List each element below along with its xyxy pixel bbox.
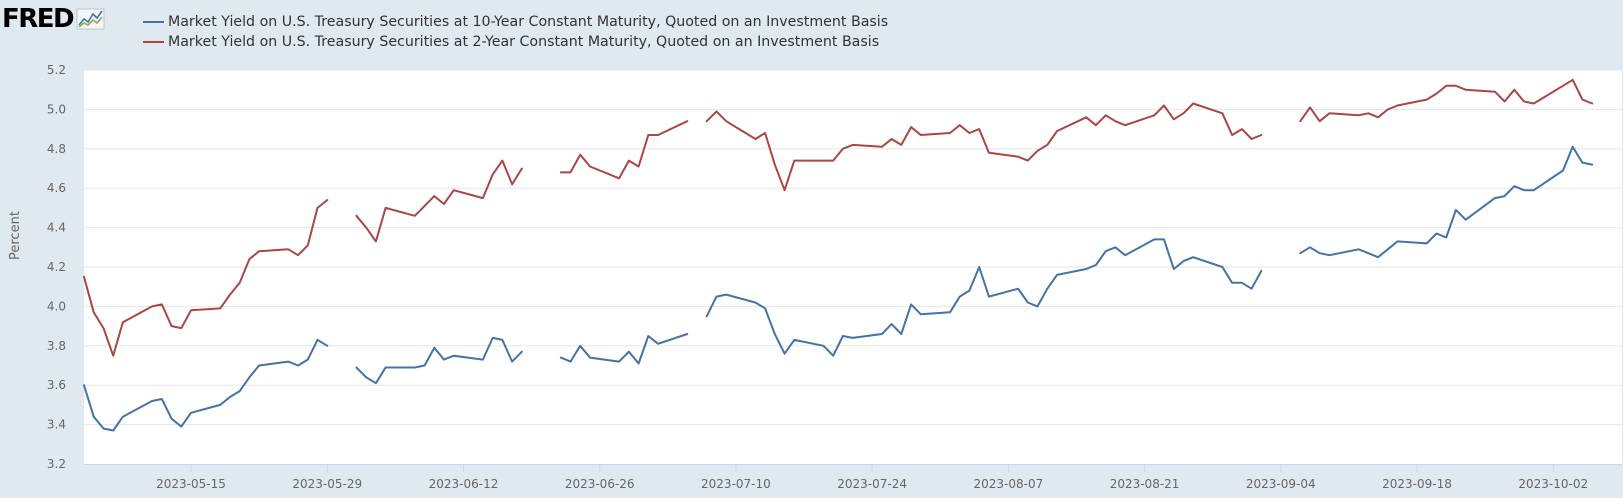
legend-swatch-2y	[143, 41, 164, 43]
series-line-10y[interactable]	[83, 145, 1594, 432]
y-tick-label: 3.8	[47, 339, 66, 353]
y-tick-label: 5.0	[47, 102, 66, 116]
legend-label-2y: Market Yield on U.S. Treasury Securities…	[168, 34, 880, 50]
legend-label-10y: Market Yield on U.S. Treasury Securities…	[168, 14, 889, 30]
x-tick-label: 2023-07-24	[837, 477, 907, 491]
legend-swatch-10y	[143, 21, 164, 23]
y-tick-label: 3.6	[47, 378, 66, 392]
x-tick-label: 2023-06-26	[565, 477, 635, 491]
y-tick-label: 4.2	[47, 260, 66, 274]
x-tick-label: 2023-08-21	[1110, 477, 1180, 491]
fred-chart-icon	[76, 8, 105, 30]
x-tick-label: 2023-05-29	[292, 477, 362, 491]
x-tick-label: 2023-09-18	[1382, 477, 1452, 491]
y-tick-label: 4.4	[47, 221, 66, 235]
series-lines	[83, 78, 1594, 432]
gridlines	[84, 69, 1622, 426]
y-tick-label: 4.6	[47, 181, 66, 195]
fred-logo-text: FRED	[2, 4, 75, 34]
series-line-2y[interactable]	[83, 78, 1594, 357]
y-tick-label: 4.0	[47, 299, 66, 313]
x-tick-label: 2023-10-02	[1518, 477, 1588, 491]
chart-legend: Market Yield on U.S. Treasury Securities…	[143, 12, 888, 52]
y-tick-label: 3.4	[47, 418, 66, 432]
x-axis: 2023-05-15 2023-05-29 2023-06-12 2023-06-26…	[84, 464, 1622, 491]
legend-item-10y[interactable]: Market Yield on U.S. Treasury Securities…	[143, 12, 888, 32]
y-tick-label: 3.2	[47, 457, 66, 471]
x-tick-label: 2023-09-04	[1246, 477, 1316, 491]
x-tick-label: 2023-06-12	[429, 477, 499, 491]
y-axis: 3.2 3.4 3.6 3.8 4.0 4.2 4.4 4.6 4.8 5.0 5.2	[47, 63, 66, 471]
y-tick-label: 5.2	[47, 63, 66, 77]
x-tick-label: 2023-07-10	[701, 477, 771, 491]
fred-logo[interactable]: FRED	[2, 6, 106, 32]
legend-item-2y[interactable]: Market Yield on U.S. Treasury Securities…	[143, 32, 888, 52]
x-tick-label: 2023-05-15	[156, 477, 226, 491]
x-tick-label: 2023-08-07	[973, 477, 1043, 491]
y-tick-label: 4.8	[47, 142, 66, 156]
